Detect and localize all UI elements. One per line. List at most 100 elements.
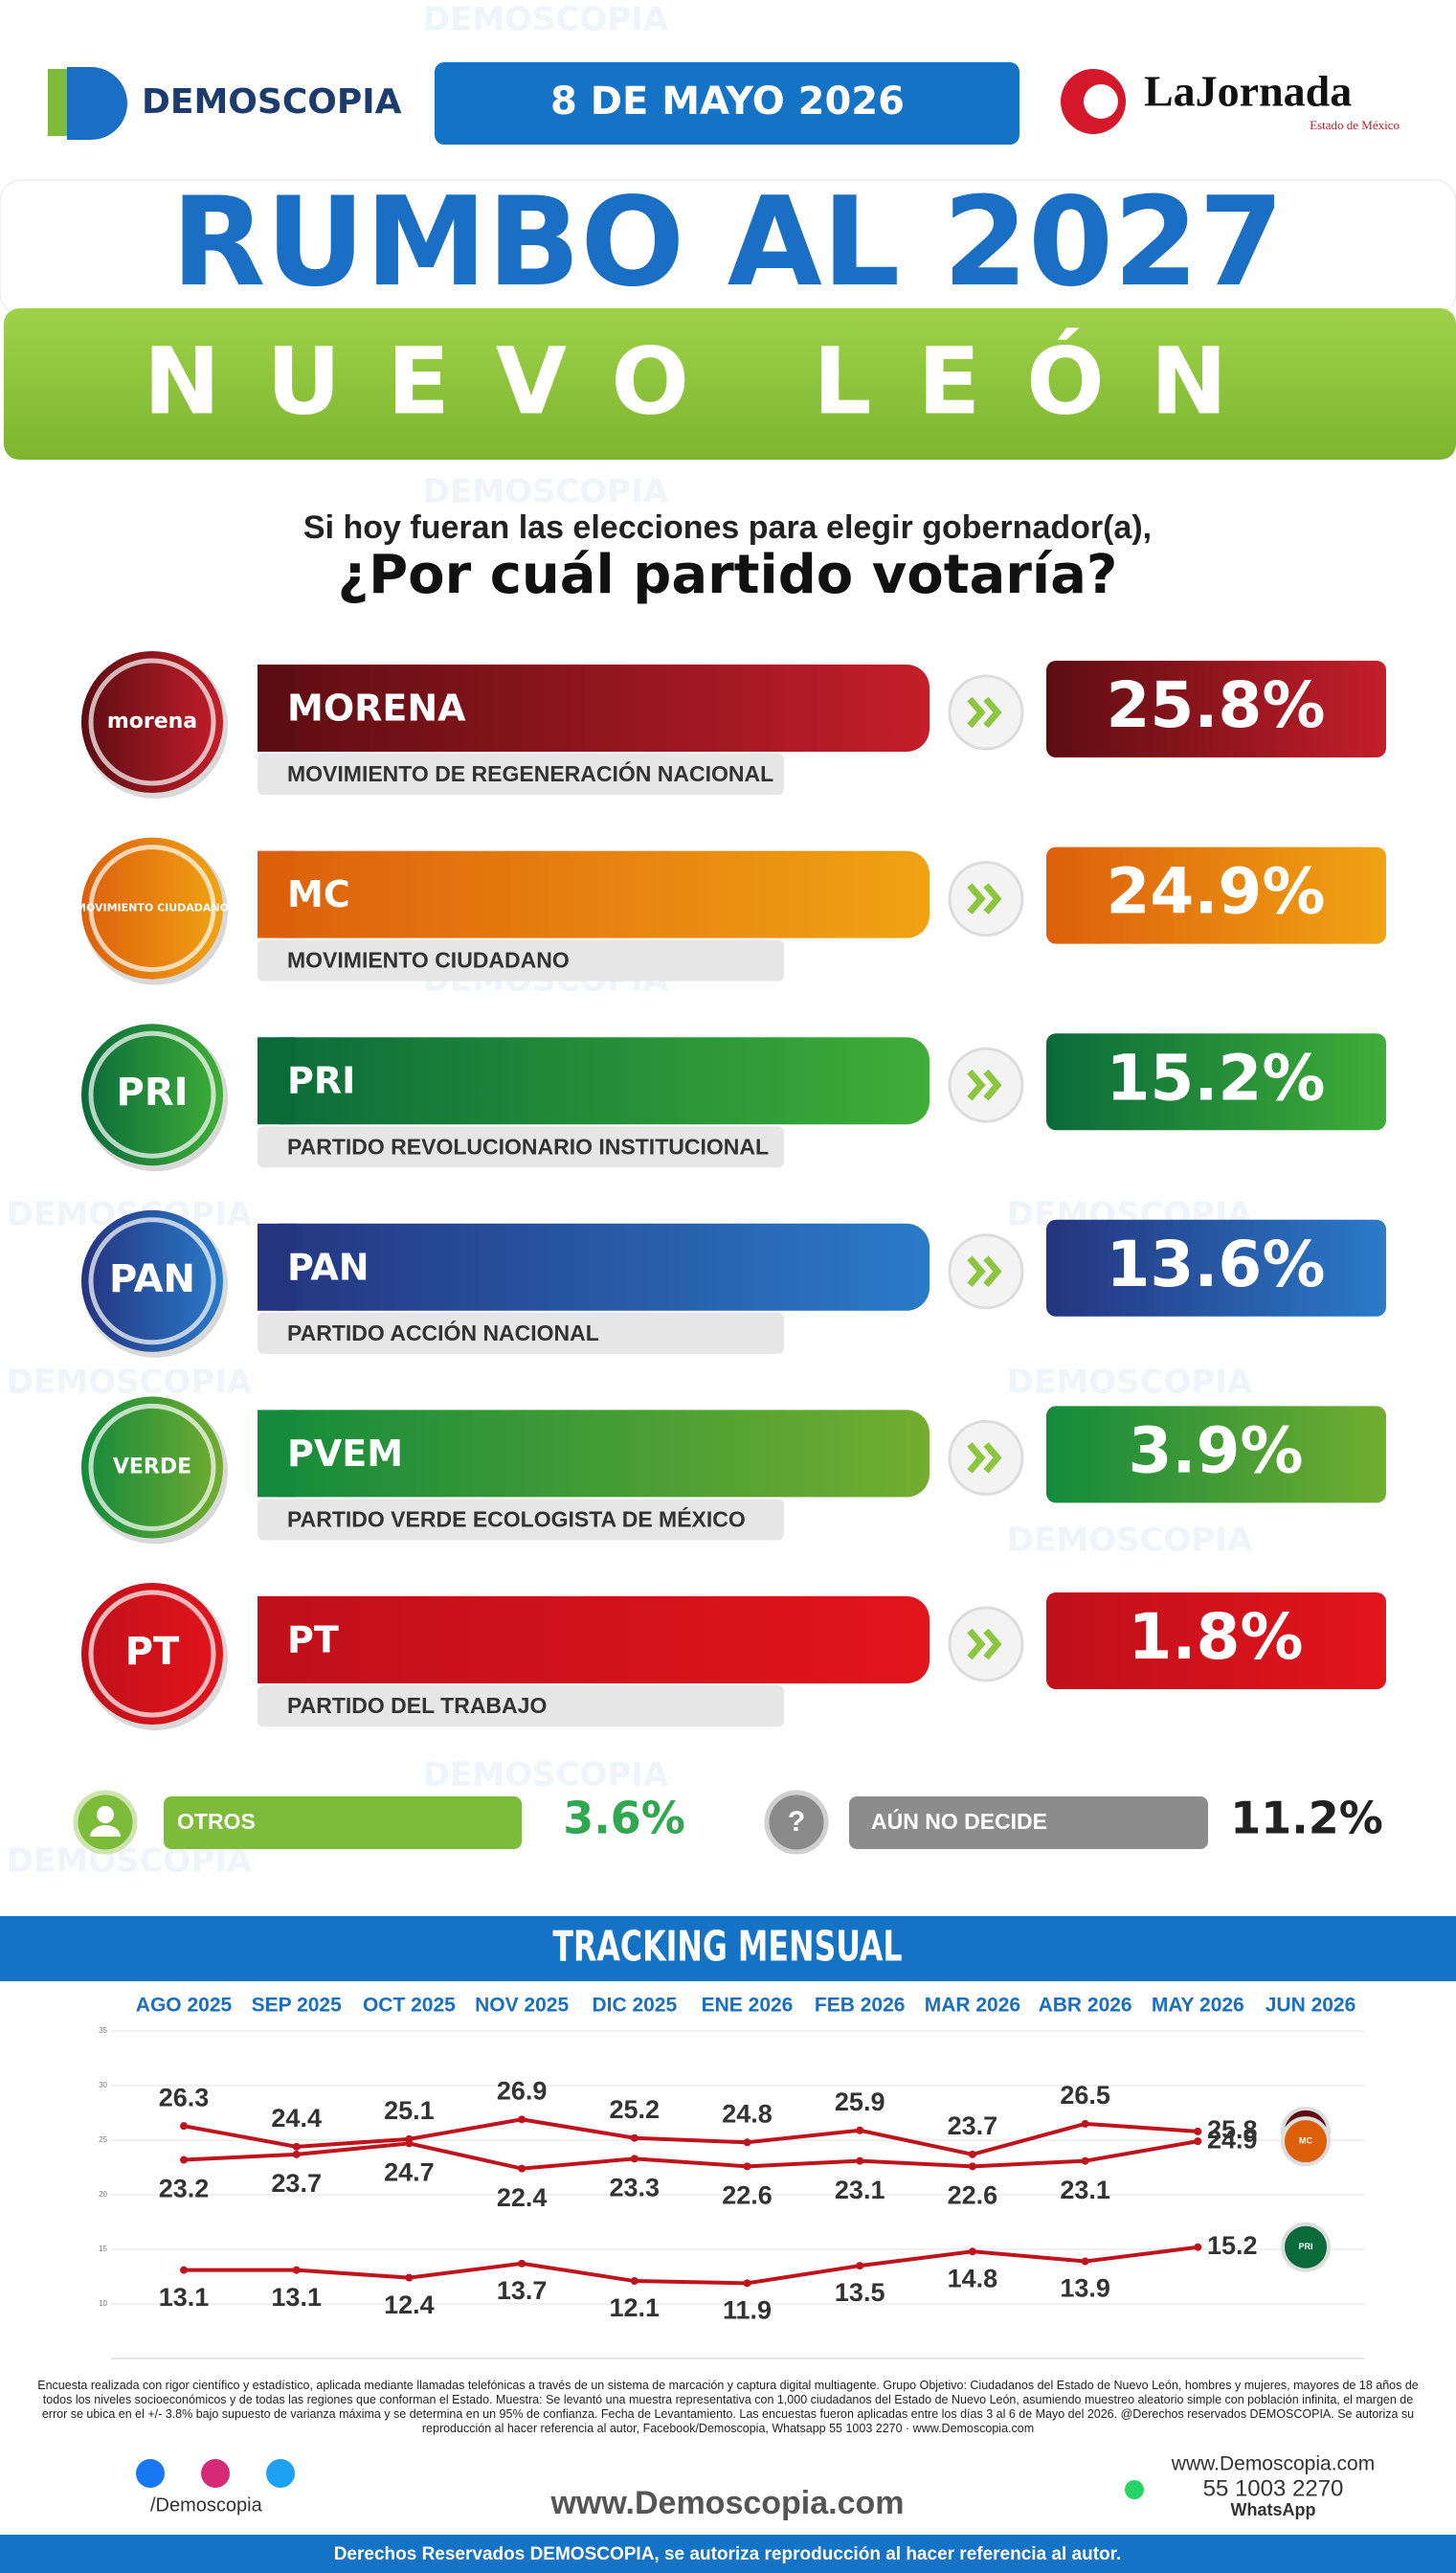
data-label: 23.7	[271, 2169, 322, 2198]
point	[1081, 2119, 1089, 2128]
data-label: 14.8	[948, 2264, 998, 2292]
x-tick-label: ENE 2026	[702, 1995, 794, 2017]
undecided-label: AÚN NO DECIDE	[871, 1808, 1047, 1834]
arrow-circle	[948, 1606, 1024, 1682]
point	[518, 2115, 526, 2124]
website: www.Demoscopia.com	[549, 2485, 904, 2521]
party-bar-left	[258, 665, 296, 752]
others-bar	[164, 1796, 522, 1849]
percent-box	[1046, 1592, 1386, 1689]
point	[743, 2138, 751, 2147]
y-tick-label: 20	[99, 2190, 107, 2199]
party-bar	[258, 1037, 930, 1125]
party-bar-left	[258, 1596, 296, 1683]
date-box	[435, 62, 1019, 145]
partner-logo-inner	[1084, 84, 1118, 119]
party-logo-ring	[88, 658, 216, 786]
party-logo-text: VERDE	[113, 1455, 191, 1478]
logo-d	[67, 67, 127, 140]
arrow-circle	[948, 861, 1024, 937]
arrow-circle	[948, 1233, 1024, 1310]
x-tick-label: MAY 2026	[1152, 1995, 1244, 2017]
point	[1081, 2156, 1089, 2165]
point	[180, 2266, 188, 2274]
percent-box	[1046, 1406, 1386, 1503]
party-short: MORENA	[287, 688, 466, 730]
party-bar	[258, 665, 930, 752]
question-line2: ¿Por cuál partido votaría?	[338, 544, 1118, 606]
social-icon	[266, 2459, 295, 2488]
phone: 55 1003 2270	[1203, 2475, 1344, 2501]
data-label: 26.9	[497, 2076, 548, 2105]
party-bar	[258, 1410, 930, 1498]
party-bar-left	[258, 1410, 296, 1498]
legend-label: MC	[1299, 2136, 1312, 2146]
arrow-circle	[948, 674, 1024, 751]
legend-label: PRI	[1298, 2242, 1312, 2251]
x-tick-label: MAR 2026	[925, 1995, 1020, 2017]
x-tick-label: JUN 2026	[1266, 1995, 1356, 2017]
site-small: www.Demoscopia.com	[1171, 2453, 1375, 2475]
data-label: 15.2	[1207, 2231, 1258, 2260]
party-logo-ring	[88, 1403, 216, 1531]
undecided-bar	[849, 1796, 1208, 1849]
party-bar	[258, 1596, 930, 1683]
data-label: 23.1	[835, 2176, 885, 2204]
point	[968, 2247, 976, 2256]
data-label: 13.7	[497, 2276, 548, 2305]
party-name: PARTIDO VERDE ECOLOGISTA DE MÉXICO	[287, 1505, 746, 1531]
point	[743, 2162, 751, 2171]
title: RUMBO AL 2027	[171, 171, 1284, 314]
party-logo	[81, 1396, 223, 1539]
point	[856, 2126, 864, 2134]
party-logo-ring	[88, 1590, 216, 1718]
party-name: PARTIDO REVOLUCIONARIO INSTITUCIONAL	[287, 1134, 769, 1159]
party-logo-ring	[88, 1217, 216, 1345]
data-label: 22.6	[722, 2180, 773, 2209]
data-label: 22.6	[948, 2180, 998, 2209]
party-logo-text: PRI	[117, 1071, 189, 1115]
point	[292, 2266, 301, 2274]
arrow	[967, 1255, 1002, 1288]
rights-band	[0, 2535, 1456, 2573]
arrow	[967, 696, 1002, 729]
data-label: 25.2	[610, 2095, 661, 2124]
data-label: 11.9	[723, 2295, 772, 2324]
watermark: DEMOSCOPIA	[423, 1756, 669, 1794]
disclaimer: Encuesta realizada con rigor científico …	[37, 2379, 1419, 2435]
point	[180, 2155, 188, 2164]
data-label: 12.1	[610, 2293, 661, 2322]
data-label: 22.4	[497, 2183, 548, 2212]
percent-box	[1046, 1033, 1386, 1131]
legend-badge	[1281, 2116, 1331, 2167]
data-label: 23.2	[159, 2175, 210, 2203]
point	[743, 2279, 751, 2288]
party-percent: 25.8%	[1107, 668, 1326, 742]
whatsapp-icon	[1125, 2480, 1144, 2499]
party-logo	[81, 1024, 223, 1166]
y-tick-label: 35	[99, 2026, 107, 2035]
point	[630, 2133, 638, 2142]
data-label: 25.9	[835, 2088, 885, 2116]
point	[630, 2155, 638, 2163]
y-tick-label: 10	[99, 2299, 107, 2308]
party-name: PARTIDO DEL TRABAJO	[287, 1693, 547, 1718]
party-percent: 3.9%	[1128, 1413, 1303, 1487]
undecided-icon	[764, 1790, 829, 1855]
y-tick-label: 30	[99, 2081, 107, 2089]
percent-box	[1046, 1219, 1386, 1317]
point	[180, 2122, 188, 2131]
data-label: 24.7	[384, 2158, 435, 2187]
undecided-percent: 11.2%	[1230, 1793, 1383, 1844]
data-label: 13.1	[271, 2283, 322, 2312]
party-name: MOVIMIENTO DE REGENERACIÓN NACIONAL	[287, 760, 773, 786]
data-label: 13.5	[835, 2278, 885, 2307]
percent-box	[1046, 846, 1386, 944]
point	[1194, 2127, 1202, 2135]
partner-sub: Estado de México	[1310, 118, 1400, 132]
point	[1194, 2243, 1202, 2251]
x-tick-label: ABR 2026	[1039, 1995, 1132, 2017]
party-logo-ring	[88, 1030, 216, 1159]
data-label: 23.1	[1060, 2176, 1110, 2204]
data-label: 24.4	[271, 2104, 322, 2133]
